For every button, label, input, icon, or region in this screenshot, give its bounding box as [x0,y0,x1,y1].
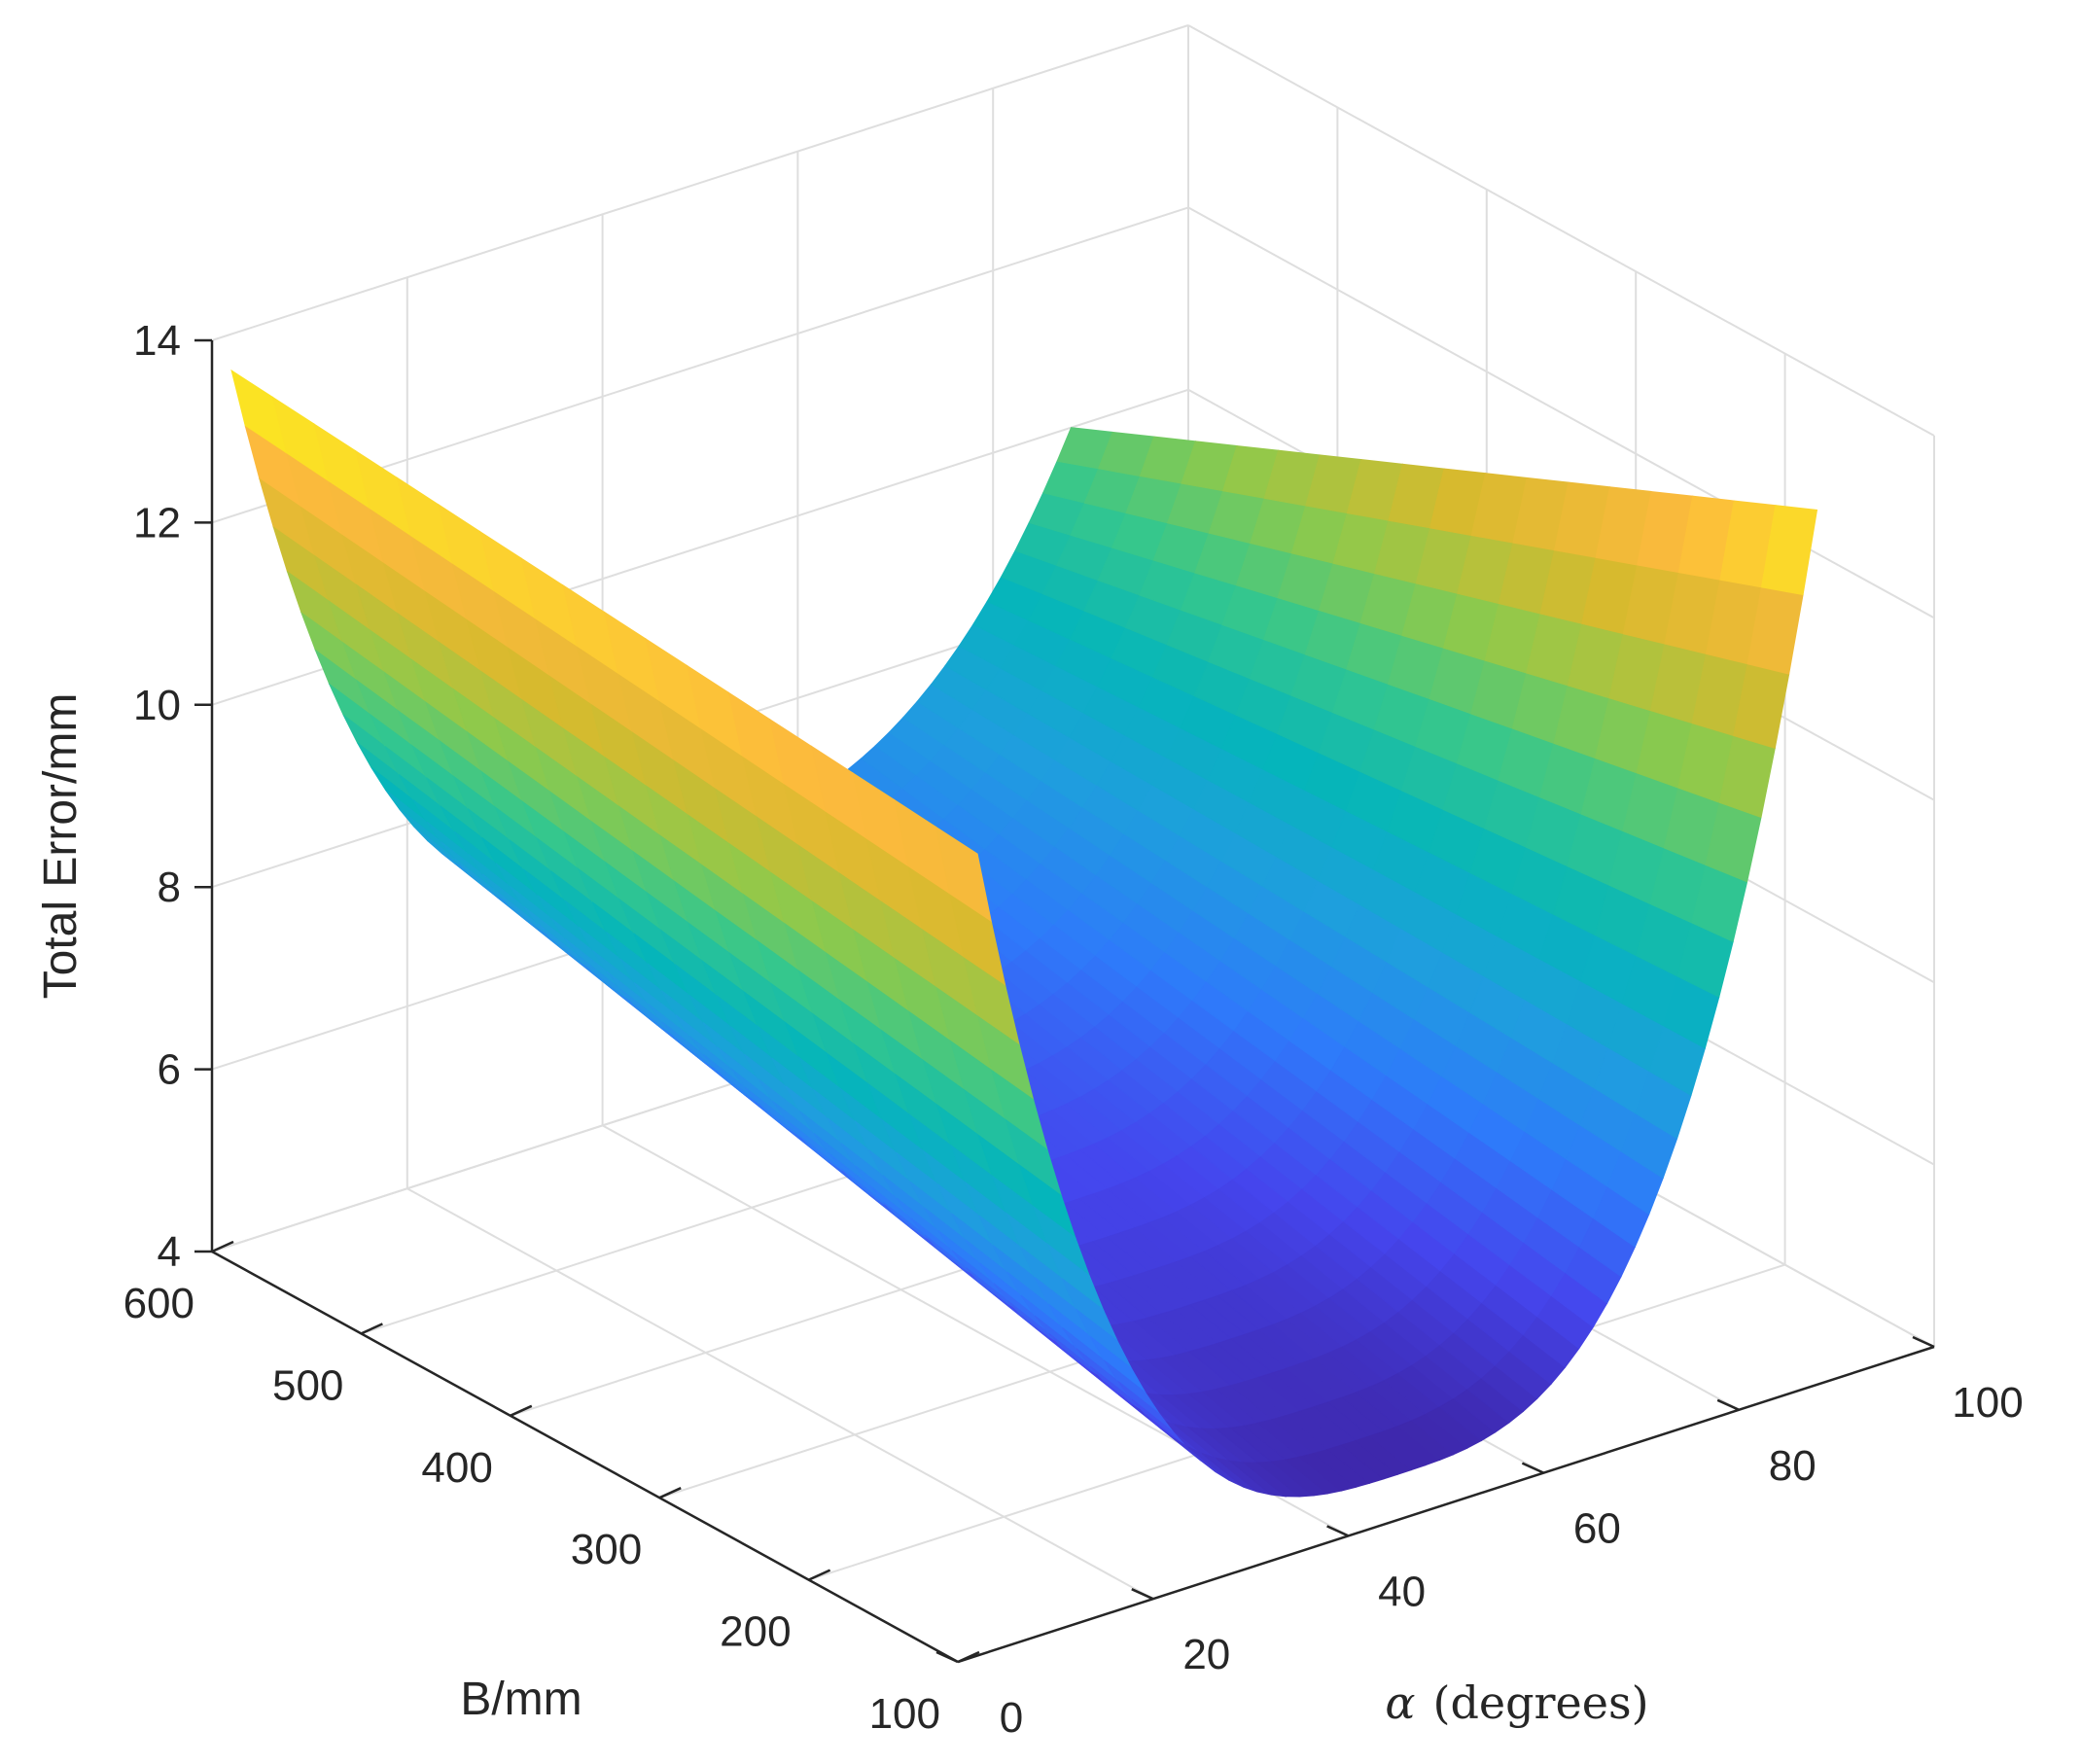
b-tick-label-500: 500 [272,1361,343,1409]
alpha-tick-20 [1131,1588,1154,1601]
z-tick-label-12: 12 [133,499,181,547]
alpha-tick-40 [1326,1525,1350,1537]
alpha-tick-label-20: 20 [1182,1631,1230,1678]
alpha-tick-label-0: 0 [1000,1694,1023,1742]
b-tick-300 [658,1487,682,1499]
grid-line-right-z-14 [1187,24,1935,437]
b-tick-label-600: 600 [123,1280,194,1327]
z-tick-labels: 4 6 8 10 12 14 [133,317,181,1276]
z-tick-label-8: 8 [158,864,181,911]
alpha-axis-title: α (degrees) [1385,1676,1648,1729]
b-tick-100 [957,1650,980,1664]
alpha-tick-label-100: 100 [1952,1379,2023,1427]
alpha-axis-line [957,1345,1935,1664]
z-axis-title: Total Error/mm [35,693,87,1000]
b-axis-line [211,1250,959,1664]
axes [194,338,1935,1664]
b-tick-label-100: 100 [869,1690,940,1738]
b-tick-200 [808,1569,831,1581]
surface-patch-1079 [1760,505,1818,596]
b-tick-label-300: 300 [571,1526,642,1573]
alpha-tick-100 [1912,1335,1935,1349]
b-tick-label-200: 200 [720,1608,791,1656]
alpha-tick-label-60: 60 [1573,1505,1621,1553]
z-tick-label-10: 10 [133,682,181,729]
z-tick-label-4: 4 [158,1228,181,1276]
b-tick-500 [360,1323,383,1335]
alpha-tick-0 [935,1650,959,1664]
error-surface [230,369,1818,1498]
alpha-tick-label-40: 40 [1378,1568,1426,1615]
b-axis-title: B/mm [460,1674,582,1725]
b-tick-label-400: 400 [421,1444,492,1492]
grid-line-back-z-14 [211,24,1189,341]
alpha-tick-labels: 0 20 40 60 80 100 [1000,1379,2024,1742]
alpha-unit: (degrees) [1433,1676,1649,1729]
alpha-tick-60 [1521,1462,1544,1474]
alpha-symbol: α [1385,1676,1415,1729]
b-tick-400 [510,1404,533,1417]
b-tick-600 [211,1240,234,1253]
z-tick-label-14: 14 [133,317,181,365]
grid-line-floor-alpha-20 [406,1187,1154,1601]
b-tick-labels: 100 200 300 400 500 600 [123,1280,940,1738]
alpha-tick-label-80: 80 [1769,1442,1816,1490]
z-tick-label-6: 6 [158,1046,181,1094]
alpha-tick-80 [1716,1398,1740,1411]
